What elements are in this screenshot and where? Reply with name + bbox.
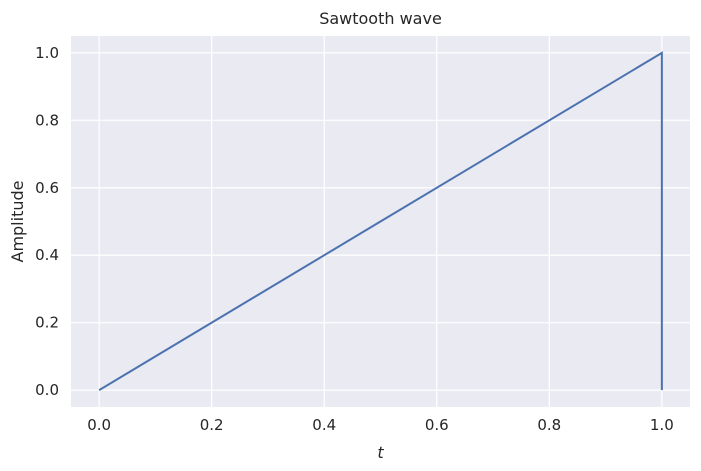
x-tick-label: 0.2: [200, 416, 224, 434]
series-layer: [98, 51, 663, 391]
y-axis-label: Amplitude: [8, 181, 27, 263]
x-tick-label: 1.0: [650, 416, 674, 434]
grid-lines: [71, 36, 690, 407]
y-tick-label: 0.8: [35, 111, 59, 129]
x-tick-label: 0.8: [537, 416, 561, 434]
y-tick-label: 1.0: [35, 44, 59, 62]
sawtooth-series-line: [98, 51, 663, 391]
x-axis-label: t: [377, 443, 384, 462]
chart-title: Sawtooth wave: [319, 9, 442, 28]
x-tick-label: 0.4: [312, 416, 336, 434]
y-tick-label: 0.2: [35, 314, 59, 332]
y-tick-label: 0.4: [35, 246, 59, 264]
x-tick-labels: 0.0 0.2 0.4 0.6 0.8 1.0: [87, 416, 674, 434]
y-tick-labels: 0.0 0.2 0.4 0.6 0.8 1.0: [35, 44, 59, 399]
x-tick-label: 0.6: [425, 416, 449, 434]
y-tick-label: 0.6: [35, 179, 59, 197]
x-tick-label: 0.0: [87, 416, 111, 434]
y-tick-label: 0.0: [35, 381, 59, 399]
